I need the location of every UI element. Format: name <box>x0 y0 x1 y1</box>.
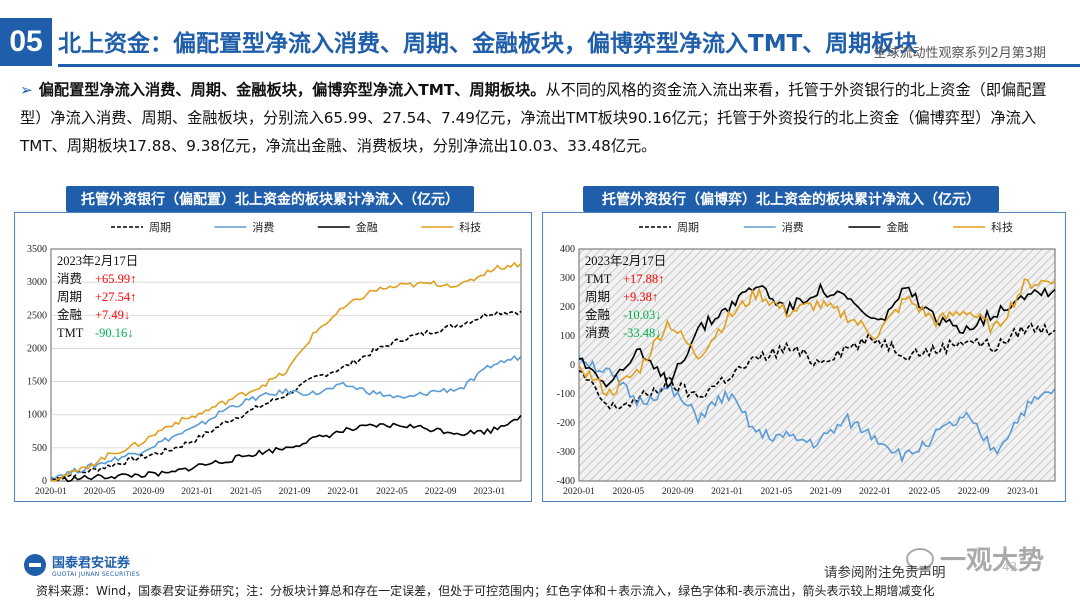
plot-frame <box>50 248 522 482</box>
section-number: 05 <box>0 18 52 66</box>
series-line-1 <box>578 355 1056 464</box>
right-chart-title: 托管外资投行（偏博弈）北上资金的板块累计净流入（亿元） <box>583 186 999 212</box>
logo-name-en: GUOTAI JUNAN SECURITIES <box>52 571 140 578</box>
x-tick-label: 2021-01 <box>711 487 743 497</box>
series-line-2 <box>578 282 1056 389</box>
x-tick-label: 2020-01 <box>35 487 67 497</box>
annotation-value: +27.54↑ <box>95 290 136 304</box>
watermark-text: 一观大势 <box>940 546 1045 576</box>
source-note: 资料来源：Wind，国泰君安证券研究；注：分板块计算总和存在一定误差，但处于可控… <box>36 584 935 598</box>
series-line-0 <box>578 322 1056 410</box>
header-divider <box>58 64 1080 67</box>
series-line-0 <box>50 310 522 481</box>
annotation-label: 消费 <box>57 272 82 286</box>
annotation-date: 2023年2月17日 <box>585 254 666 268</box>
y-tick-label: 1500 <box>27 377 47 388</box>
annotation-value: +9.38↑ <box>623 290 658 304</box>
y-tick-label: 2000 <box>27 343 47 354</box>
x-tick-label: 2022-01 <box>859 487 891 497</box>
series-line-3 <box>50 261 522 482</box>
y-tick-label: 500 <box>32 443 47 454</box>
watermark: 一观大势 <box>906 540 1044 577</box>
legend-label: 周期 <box>677 221 699 234</box>
y-tick-label: 400 <box>560 244 575 255</box>
x-tick-label: 2023-01 <box>474 487 506 497</box>
x-tick-label: 2020-09 <box>662 487 694 497</box>
slide-title: 北上资金：偏配置型净流入消费、周期、金融板块，偏博弈型净流入TMT、周期板块 <box>58 31 918 57</box>
y-tick-label: 1000 <box>27 410 47 421</box>
x-tick-label: 2022-05 <box>376 487 408 497</box>
y-tick-label: -200 <box>557 418 575 429</box>
wechat-icon <box>906 547 934 570</box>
legend-label: 消费 <box>252 220 274 234</box>
summary-paragraph: ➢ 偏配置型净流入消费、周期、金融板块，偏博弈型净流入TMT、周期板块。从不同的风… <box>20 76 1060 160</box>
left-chart-panel: 0 500 1000 1500 2000 2500 3000 3500 2020-01 2020-… <box>14 212 532 502</box>
y-tick-label: -100 <box>557 389 575 400</box>
legend-label: 金融 <box>886 220 908 234</box>
x-tick-label: 2021-05 <box>230 487 262 497</box>
y-tick-label: 0 <box>570 360 575 371</box>
bullet-arrow-icon: ➢ <box>20 81 33 99</box>
legend-label: 消费 <box>782 220 804 234</box>
x-tick-label: 2023-01 <box>1007 487 1039 497</box>
annotation-label: 周期 <box>57 290 82 304</box>
annotation-value: -33.48↓ <box>623 326 662 340</box>
x-tick-label: 2021-09 <box>810 487 842 497</box>
annotation-label: 周期 <box>585 290 610 304</box>
annotation-value: -90.16↓ <box>95 326 134 340</box>
annotation-date: 2023年2月17日 <box>57 254 138 268</box>
left-chart-title: 托管外资银行（偏配置）北上资金的板块累计净流入（亿元） <box>66 186 474 212</box>
disclaimer: 请参阅附注免责声明 <box>824 565 946 581</box>
x-tick-label: 2022-09 <box>958 487 990 497</box>
annotation-label: 金融 <box>585 307 611 322</box>
summary-body: 从不同的风格的资金流入流出来看，托管于外资银行的北上资金（即偏配置型）净流入消费… <box>20 81 1047 155</box>
plot-background <box>579 249 1055 481</box>
annotation-label: 金融 <box>57 307 83 322</box>
annotation-value: -10.03↓ <box>623 308 662 322</box>
annotation-value: +17.88↑ <box>623 272 664 286</box>
legend-label: 科技 <box>991 220 1013 234</box>
legend-label: 金融 <box>356 220 378 234</box>
x-tick-label: 2021-01 <box>181 487 213 497</box>
x-tick-label: 2021-09 <box>279 487 311 497</box>
slide-header: 05 北上资金：偏配置型净流入消费、周期、金融板块，偏博弈型净流入TMT、周期板… <box>0 18 1080 67</box>
annotation-label: TMT <box>585 272 612 286</box>
y-tick-label: 3000 <box>27 277 47 288</box>
logo-icon <box>24 554 46 576</box>
annotation-label: 消费 <box>585 326 610 340</box>
series-tag: 全球流动性观察系列2月第3期 <box>873 46 1046 61</box>
series-line-2 <box>50 414 522 483</box>
y-tick-label: -400 <box>557 476 575 487</box>
legend-label: 周期 <box>149 221 171 234</box>
legend-label: 科技 <box>459 220 481 234</box>
annotation-label: TMT <box>57 326 84 340</box>
logo-name-cn: 国泰君安证券 <box>52 556 131 571</box>
annotation-value: +65.99↑ <box>95 272 136 286</box>
company-logo: 国泰君安证券 GUOTAI JUNAN SECURITIES <box>24 552 140 578</box>
y-tick-label: 300 <box>560 273 575 284</box>
annotation-value: +7.49↓ <box>95 308 130 322</box>
x-tick-label: 2020-01 <box>563 487 595 497</box>
left-chart: 0 500 1000 1500 2000 2500 3000 3500 2020-01 2020-… <box>27 220 522 497</box>
y-tick-label: 100 <box>560 331 575 342</box>
y-tick-label: 3500 <box>27 244 47 255</box>
series-line-3 <box>578 278 1056 397</box>
y-tick-label: 2500 <box>27 310 47 321</box>
y-tick-label: 200 <box>560 302 575 313</box>
x-tick-label: 2020-05 <box>612 487 644 497</box>
right-chart-panel: -400 -300 -200 -100 0 100 200 300 400 2020-01 2020… <box>542 212 1066 502</box>
x-tick-label: 2020-09 <box>133 487 165 497</box>
x-tick-label: 2020-05 <box>84 487 116 497</box>
x-tick-label: 2022-09 <box>425 487 457 497</box>
y-tick-label: 0 <box>42 476 47 487</box>
page-number: 43 <box>1002 560 1018 574</box>
x-tick-label: 2022-01 <box>327 487 359 497</box>
y-tick-label: -300 <box>557 447 575 458</box>
series-line-1 <box>50 354 522 480</box>
right-chart: -400 -300 -200 -100 0 100 200 300 400 2020-01 2020… <box>557 220 1056 497</box>
x-tick-label: 2022-05 <box>908 487 940 497</box>
x-tick-label: 2021-05 <box>760 487 792 497</box>
summary-lead: 偏配置型净流入消费、周期、金融板块，偏博弈型净流入TMT、周期板块。 <box>38 81 546 99</box>
